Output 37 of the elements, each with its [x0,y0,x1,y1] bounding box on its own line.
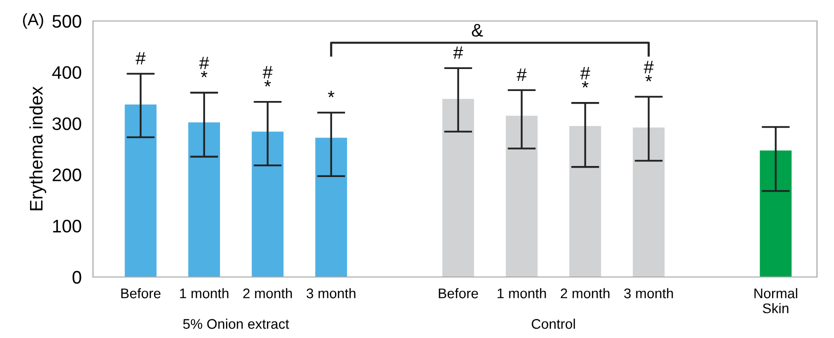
bar [252,132,284,277]
bar [760,150,792,277]
bar [569,126,602,277]
y-tick-label: 0 [72,270,82,284]
x-tick-label: 3 month [306,288,356,298]
bar [506,116,538,277]
data-label: * [328,90,334,98]
data-label: # * [644,60,654,82]
x-tick-label: 2 month [560,288,610,298]
x-tick-label: 3 month [624,288,673,298]
x-tick-label: 2 month [243,288,292,298]
x-tick-label: 1 month [180,288,228,298]
data-label: # * [580,67,590,88]
y-tick-label: 300 [52,117,82,130]
y-tick-label: 400 [52,66,82,79]
x-tick-label: Before [438,288,478,298]
bar [442,98,474,277]
bar [124,104,157,277]
data-label: # * [262,66,273,87]
x-tick-label: Before [121,288,160,298]
bar [188,122,220,277]
x-tick-label: Normal Skin [754,288,798,314]
data-label: # [516,68,527,81]
y-axis-title: Erythema index [29,86,46,210]
x-tick-label: 1 month [498,288,546,298]
y-tick-label: 500 [52,14,82,28]
text: (A) [23,13,44,29]
data-label: # [136,52,146,64]
bar [632,127,665,277]
y-tick-label: 100 [53,220,82,233]
data-label: # * [199,56,210,78]
bar [315,138,348,277]
text: 5% Onion extract [183,318,290,329]
y-tick-label: 200 [52,168,82,182]
data-label: # [453,46,464,59]
text: Control [532,318,575,329]
annotation: & [472,24,483,37]
